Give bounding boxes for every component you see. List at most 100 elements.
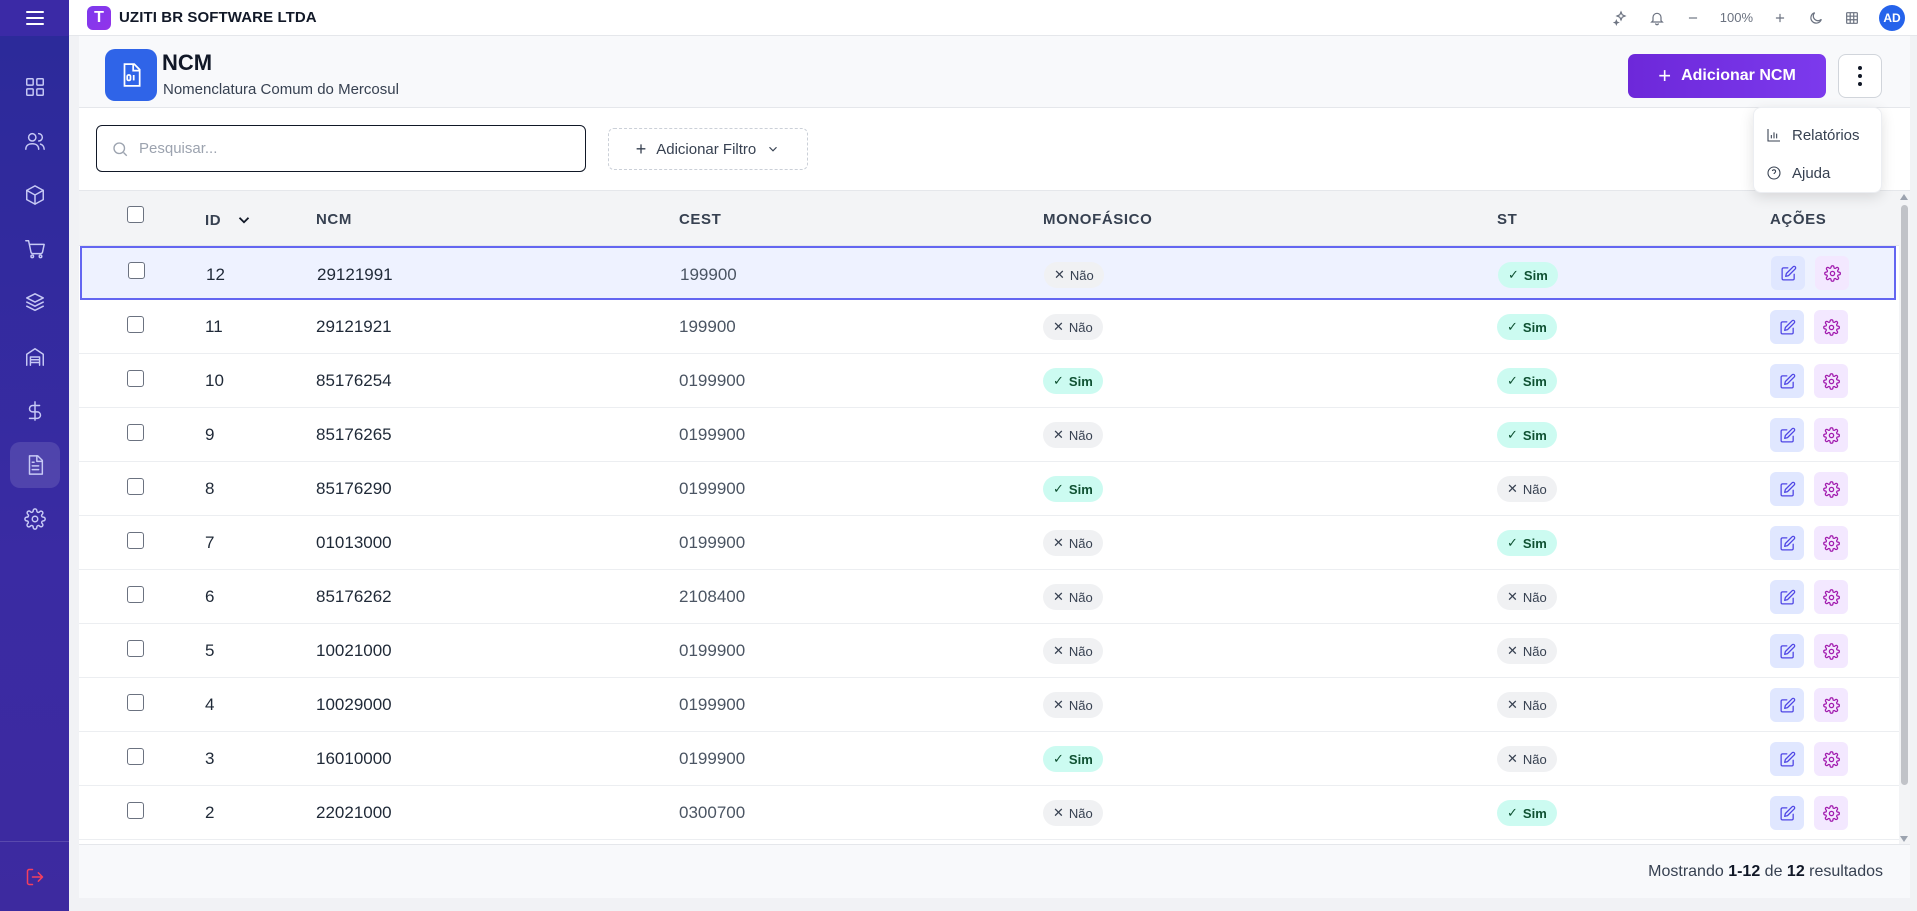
sparkles-icon[interactable] bbox=[1612, 9, 1630, 27]
x-icon: ✕ bbox=[1053, 589, 1064, 604]
main-card: + Adicionar Filtro ID NCM CEST MONOFÁSIC… bbox=[79, 108, 1910, 898]
column-header-st[interactable]: ST bbox=[1497, 211, 1518, 228]
edit-button[interactable] bbox=[1770, 364, 1804, 398]
row-checkbox[interactable] bbox=[127, 640, 144, 657]
menu-item-help[interactable]: Ajuda bbox=[1754, 154, 1881, 192]
sidebar-item-warehouse[interactable] bbox=[10, 334, 60, 380]
column-header-cest[interactable]: CEST bbox=[679, 211, 722, 228]
settings-button[interactable] bbox=[1814, 310, 1848, 344]
cell-ncm: 29121921 bbox=[316, 317, 392, 336]
settings-button[interactable] bbox=[1815, 256, 1849, 290]
edit-button[interactable] bbox=[1770, 472, 1804, 506]
grid-icon[interactable] bbox=[1843, 9, 1861, 27]
sidebar-item-users[interactable] bbox=[10, 118, 60, 164]
sidebar-item-finance[interactable] bbox=[10, 388, 60, 434]
row-checkbox[interactable] bbox=[127, 478, 144, 495]
row-checkbox[interactable] bbox=[127, 424, 144, 441]
edit-button[interactable] bbox=[1770, 634, 1804, 668]
row-checkbox[interactable] bbox=[127, 370, 144, 387]
table-row[interactable]: 9 85176265 0199900 ✕ Não ✓ Sim bbox=[79, 408, 1899, 462]
sidebar-item-inventory[interactable] bbox=[10, 280, 60, 326]
zoom-in-icon[interactable] bbox=[1771, 9, 1789, 27]
scroll-up-icon[interactable] bbox=[1900, 194, 1908, 200]
menu-toggle-button[interactable] bbox=[0, 0, 69, 36]
gear-icon bbox=[1822, 372, 1840, 390]
settings-button[interactable] bbox=[1814, 472, 1848, 506]
monofasico-badge: ✕ Não bbox=[1043, 800, 1103, 826]
st-badge: ✓ Sim bbox=[1497, 800, 1557, 826]
st-badge-label: Sim bbox=[1522, 427, 1547, 443]
edit-button[interactable] bbox=[1770, 688, 1804, 722]
row-checkbox[interactable] bbox=[127, 532, 144, 549]
cell-ncm: 22021000 bbox=[316, 803, 392, 822]
sidebar-item-products[interactable] bbox=[10, 172, 60, 218]
monofasico-badge: ✓ Sim bbox=[1043, 746, 1103, 772]
edit-button[interactable] bbox=[1770, 526, 1804, 560]
sidebar-item-fiscal[interactable] bbox=[9, 442, 60, 488]
column-header-ncm[interactable]: NCM bbox=[316, 211, 352, 228]
sidebar-item-sales[interactable] bbox=[10, 226, 60, 272]
table-row[interactable]: 4 10029000 0199900 ✕ Não ✕ Não bbox=[79, 678, 1899, 732]
settings-button[interactable] bbox=[1814, 742, 1848, 776]
column-header-monofasico[interactable]: MONOFÁSICO bbox=[1043, 211, 1153, 228]
edit-button[interactable] bbox=[1770, 580, 1804, 614]
select-all-checkbox[interactable] bbox=[127, 206, 144, 223]
more-options-button[interactable] bbox=[1838, 54, 1882, 98]
moon-icon[interactable] bbox=[1807, 9, 1825, 27]
menu-item-reports[interactable]: Relatórios bbox=[1754, 116, 1881, 154]
bell-icon[interactable] bbox=[1648, 9, 1666, 27]
scroll-down-icon[interactable] bbox=[1900, 836, 1908, 842]
table-row[interactable]: 7 01013000 0199900 ✕ Não ✓ Sim bbox=[79, 516, 1899, 570]
table-row[interactable]: 3 16010000 0199900 ✓ Sim ✕ Não bbox=[79, 732, 1899, 786]
table-header: ID NCM CEST MONOFÁSICO ST AÇÕES bbox=[79, 191, 1899, 246]
search-input[interactable] bbox=[139, 140, 559, 157]
table-row[interactable]: 2 22021000 0300700 ✕ Não ✓ Sim bbox=[79, 786, 1899, 840]
scroll-thumb[interactable] bbox=[1901, 205, 1908, 785]
settings-button[interactable] bbox=[1814, 526, 1848, 560]
table-row[interactable]: 11 29121921 199900 ✕ Não ✓ Sim bbox=[79, 300, 1899, 354]
row-checkbox[interactable] bbox=[127, 802, 144, 819]
table-row[interactable]: 10 85176254 0199900 ✓ Sim ✓ Sim bbox=[79, 354, 1899, 408]
table-row[interactable]: 5 10021000 0199900 ✕ Não ✕ Não bbox=[79, 624, 1899, 678]
table-row[interactable]: 12 29121991 199900 ✕ Não ✓ Sim bbox=[80, 246, 1896, 300]
settings-button[interactable] bbox=[1814, 418, 1848, 452]
x-icon: ✕ bbox=[1507, 481, 1518, 496]
edit-button[interactable] bbox=[1770, 742, 1804, 776]
table-row[interactable]: 8 85176290 0199900 ✓ Sim ✕ Não bbox=[79, 462, 1899, 516]
settings-button[interactable] bbox=[1814, 634, 1848, 668]
cell-cest: 199900 bbox=[679, 317, 736, 336]
row-checkbox[interactable] bbox=[128, 262, 145, 279]
settings-button[interactable] bbox=[1814, 364, 1848, 398]
sidebar-item-dashboard[interactable] bbox=[10, 64, 60, 110]
row-checkbox[interactable] bbox=[127, 694, 144, 711]
row-checkbox[interactable] bbox=[127, 748, 144, 765]
table-scrollbar[interactable] bbox=[1899, 191, 1910, 844]
add-filter-button[interactable]: + Adicionar Filtro bbox=[608, 128, 808, 170]
edit-button[interactable] bbox=[1770, 796, 1804, 830]
column-header-acoes: AÇÕES bbox=[1770, 211, 1827, 228]
row-checkbox[interactable] bbox=[127, 316, 144, 333]
cell-cest: 0300700 bbox=[679, 803, 746, 822]
row-checkbox[interactable] bbox=[127, 586, 144, 603]
sidebar-item-settings[interactable] bbox=[10, 496, 60, 542]
st-badge-label: Sim bbox=[1522, 319, 1547, 335]
table-row[interactable]: 6 85176262 2108400 ✕ Não ✕ Não bbox=[79, 570, 1899, 624]
edit-button[interactable] bbox=[1770, 310, 1804, 344]
monofasico-badge: ✓ Sim bbox=[1043, 368, 1103, 394]
edit-button[interactable] bbox=[1771, 256, 1805, 290]
hamburger-icon bbox=[25, 10, 44, 25]
avatar[interactable]: AD bbox=[1879, 4, 1905, 31]
settings-button[interactable] bbox=[1814, 580, 1848, 614]
gear-icon bbox=[1822, 804, 1840, 822]
edit-icon bbox=[1780, 265, 1796, 281]
x-icon: ✕ bbox=[1054, 267, 1065, 282]
settings-button[interactable] bbox=[1814, 796, 1848, 830]
add-ncm-button[interactable]: + Adicionar NCM bbox=[1628, 54, 1826, 98]
cart-icon bbox=[24, 240, 45, 259]
column-header-id[interactable]: ID bbox=[205, 211, 253, 229]
edit-button[interactable] bbox=[1770, 418, 1804, 452]
settings-button[interactable] bbox=[1814, 688, 1848, 722]
zoom-out-icon[interactable] bbox=[1684, 9, 1702, 27]
cell-cest: 0199900 bbox=[679, 533, 746, 552]
logout-button[interactable] bbox=[17, 859, 53, 895]
